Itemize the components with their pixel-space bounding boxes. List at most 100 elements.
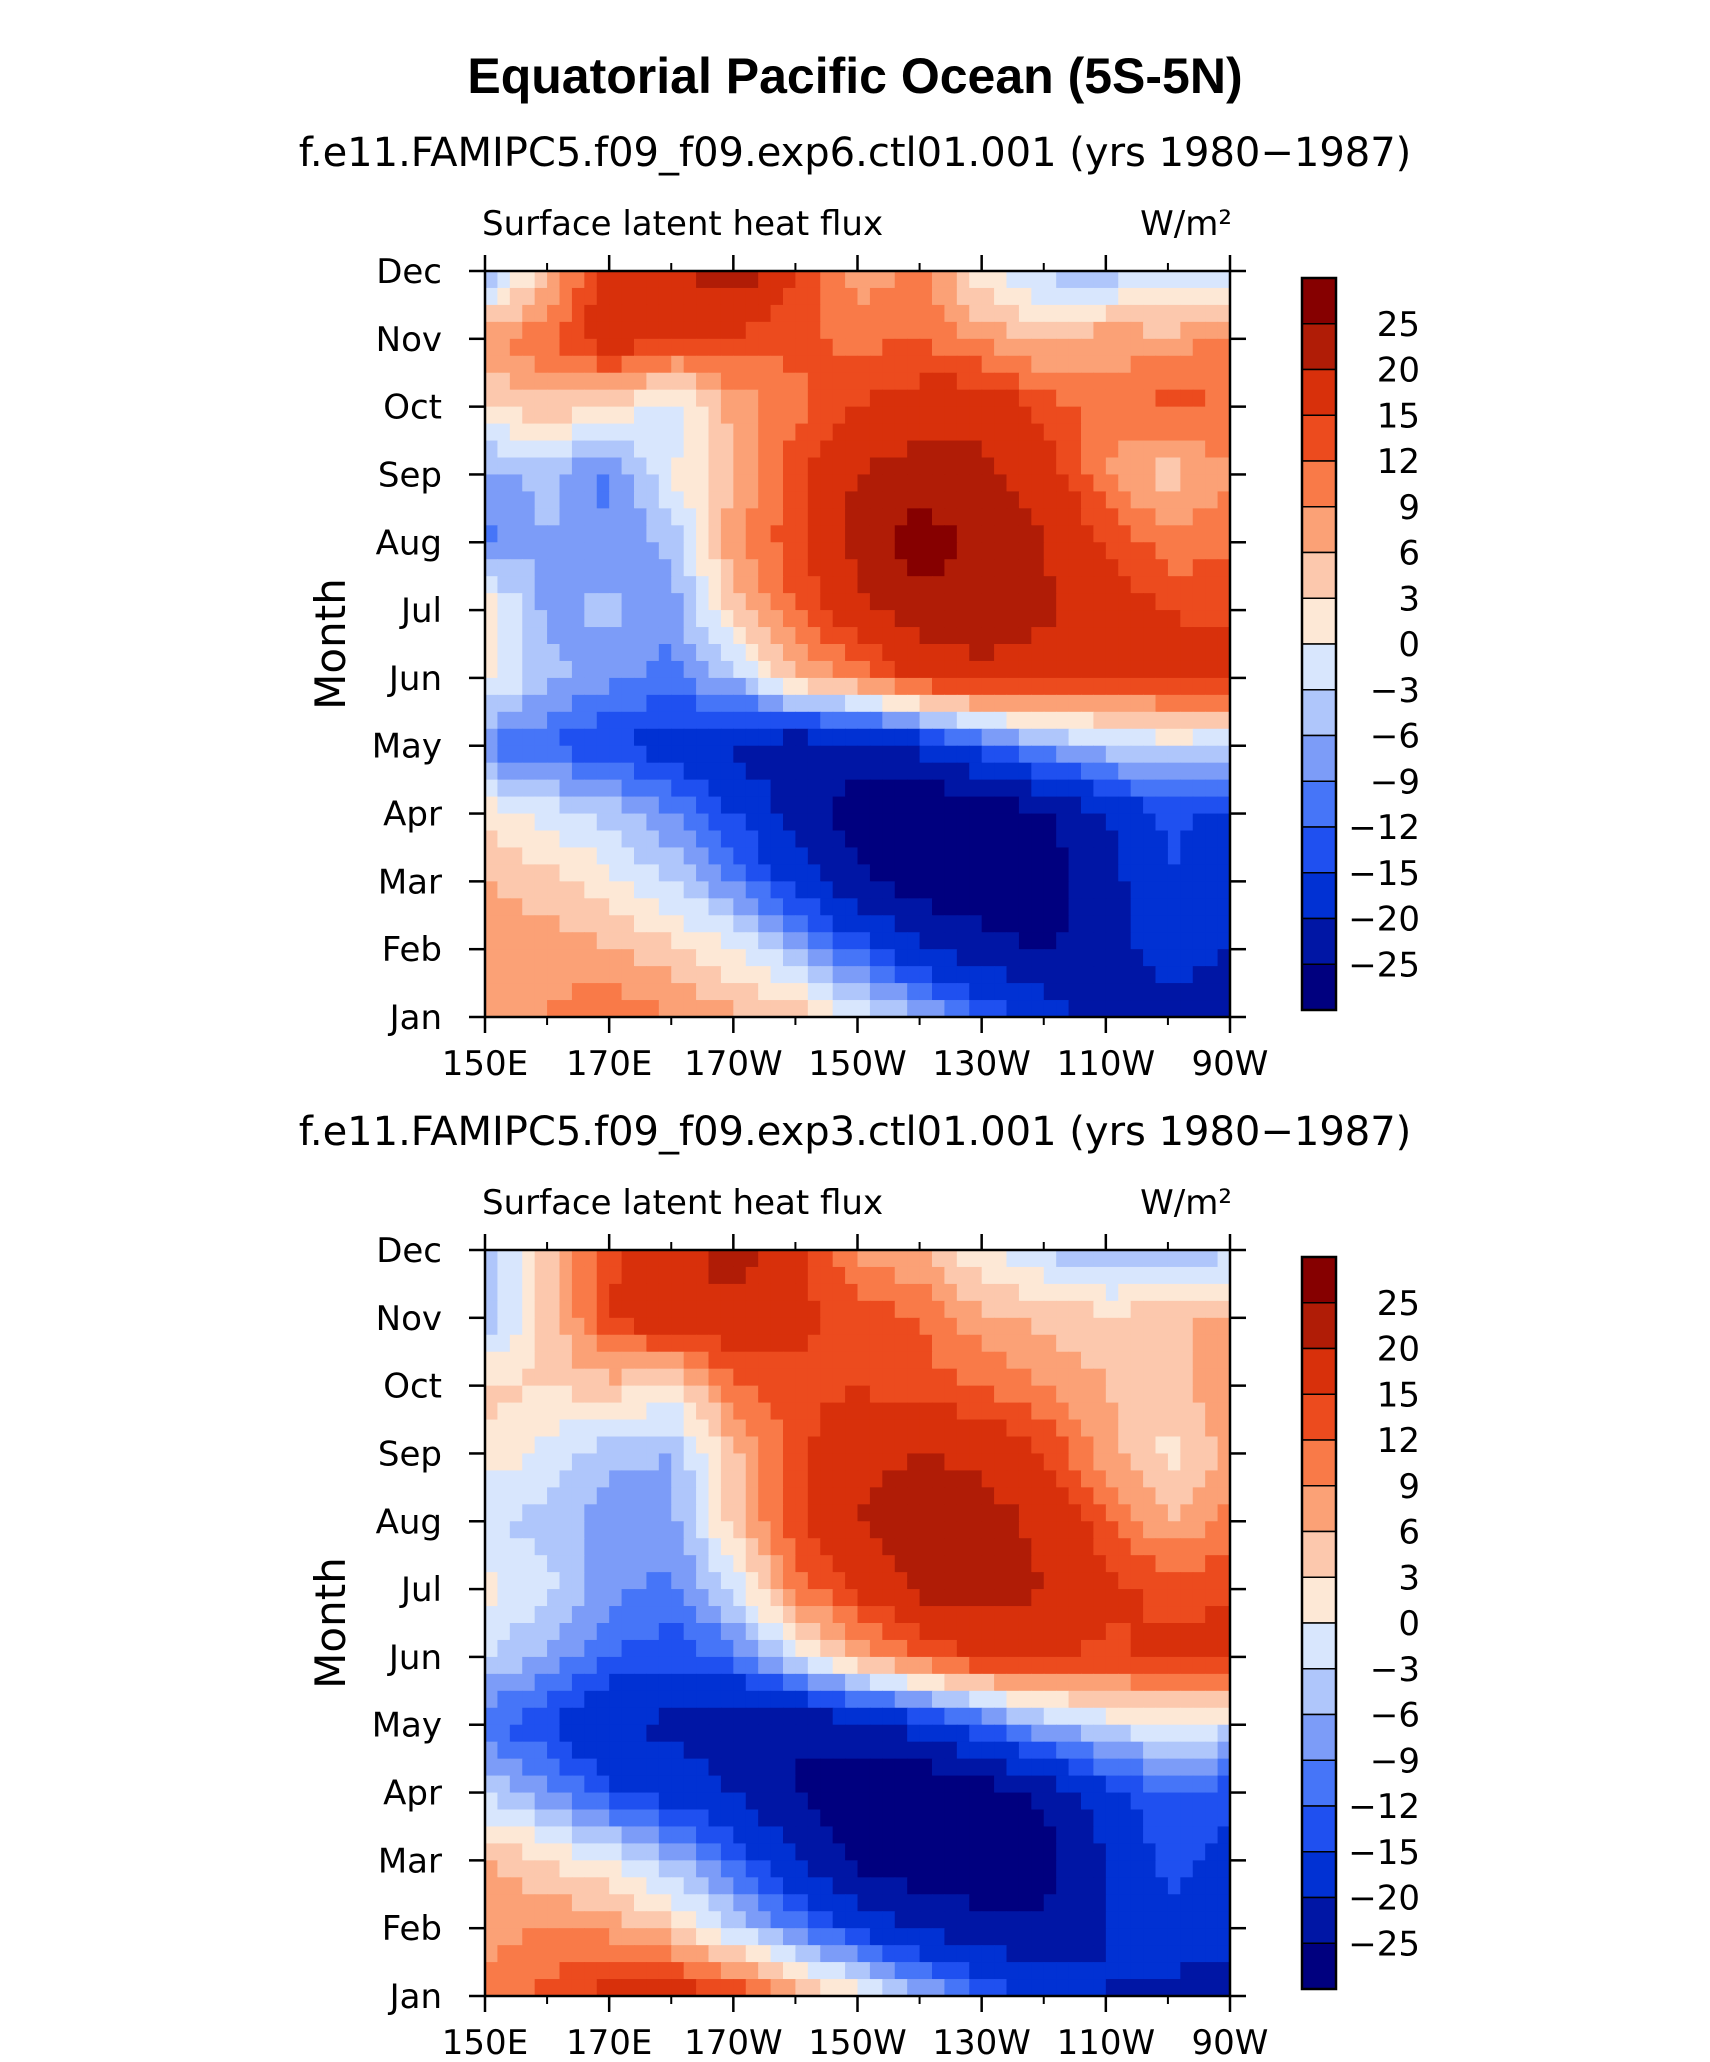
heatmap-cell — [745, 881, 759, 899]
heatmap-cell — [708, 1656, 722, 1675]
heatmap-cell — [894, 1504, 908, 1522]
heatmap-cell — [1155, 677, 1169, 696]
heatmap-cell — [932, 576, 946, 594]
heatmap-cell — [485, 372, 499, 391]
heatmap-cell — [696, 779, 710, 798]
heatmap-cell — [547, 830, 561, 849]
heatmap-cell — [584, 559, 598, 577]
heatmap-cell — [1018, 1402, 1032, 1421]
heatmap-cell — [522, 1504, 536, 1522]
heatmap-cell — [1167, 711, 1181, 730]
heatmap-cell — [758, 694, 772, 713]
heatmap-cell — [1043, 915, 1057, 933]
heatmap-cell — [671, 1792, 685, 1811]
heatmap-cell — [869, 1283, 883, 1302]
heatmap-cell — [509, 321, 523, 340]
colorbar-swatch — [1301, 368, 1337, 416]
heatmap-cell — [720, 1283, 734, 1302]
heatmap-cell — [1118, 355, 1132, 374]
heatmap-cell — [485, 1792, 499, 1811]
heatmap-cell — [671, 593, 685, 611]
heatmap-cell — [857, 355, 871, 374]
heatmap-cell — [994, 660, 1008, 679]
heatmap-cell — [1031, 813, 1045, 832]
heatmap-cell — [1081, 1724, 1095, 1743]
heatmap-cell — [1105, 864, 1119, 882]
heatmap-cell — [559, 1351, 573, 1370]
heatmap-cell — [1081, 457, 1095, 476]
heatmap-cell — [658, 1707, 672, 1726]
heatmap-cell — [522, 1419, 536, 1438]
heatmap-cell — [894, 1538, 908, 1556]
heatmap-cell — [1192, 677, 1206, 696]
heatmap-cell — [932, 1250, 946, 1268]
heatmap-cell — [1105, 1809, 1119, 1828]
heatmap-cell — [845, 1843, 859, 1861]
heatmap-cell — [944, 1724, 958, 1743]
heatmap-cell — [919, 1707, 933, 1726]
heatmap-cell — [894, 1572, 908, 1590]
heatmap-cell — [1192, 287, 1206, 306]
heatmap-cell — [1081, 1656, 1095, 1675]
heatmap-cell — [1130, 1250, 1144, 1268]
heatmap-cell — [944, 1000, 958, 1018]
heatmap-cell — [1118, 1470, 1132, 1488]
heatmap-cell — [994, 440, 1008, 459]
heatmap-cell — [845, 1656, 859, 1675]
heatmap-cell — [1143, 745, 1157, 764]
heatmap-cell — [485, 1606, 499, 1624]
heatmap-cell — [1068, 1000, 1082, 1018]
heatmap-cell — [1006, 1419, 1020, 1438]
heatmap-cell — [919, 1419, 933, 1438]
heatmap-cell — [1167, 1300, 1181, 1319]
heatmap-cell — [522, 321, 536, 340]
heatmap-cell — [1205, 983, 1219, 1001]
heatmap-cell — [969, 1843, 983, 1861]
heatmap-cell — [832, 898, 846, 916]
heatmap-cell — [1043, 1000, 1057, 1018]
heatmap-cell — [621, 1300, 635, 1319]
heatmap-cell — [1105, 1724, 1119, 1743]
heatmap-cell — [1043, 1538, 1057, 1556]
heatmap-cell — [485, 779, 499, 798]
heatmap-cell — [609, 1487, 623, 1505]
heatmap-cell — [919, 508, 933, 526]
heatmap-cell — [658, 1487, 672, 1505]
heatmap-cell — [832, 915, 846, 933]
heatmap-cell — [658, 1809, 672, 1828]
heatmap-cell — [770, 728, 784, 747]
heatmap-cell — [807, 745, 821, 764]
heatmap-cell — [584, 1623, 598, 1641]
heatmap-cell — [944, 1792, 958, 1811]
heatmap-cell — [894, 1000, 908, 1018]
heatmap-cell — [894, 1266, 908, 1285]
heatmap-cell — [1093, 627, 1107, 645]
heatmap-cell — [1081, 1487, 1095, 1505]
heatmap-cell — [584, 813, 598, 832]
heatmap-cell — [932, 796, 946, 815]
heatmap-cell — [559, 1385, 573, 1404]
heatmap-cell — [1155, 1724, 1169, 1743]
heatmap-cell — [1192, 1250, 1206, 1268]
heatmap-cell — [807, 1555, 821, 1573]
heatmap-cell — [1031, 1538, 1045, 1556]
heatmap-cell — [671, 1572, 685, 1590]
heatmap-cell — [571, 762, 585, 781]
heatmap-cell — [795, 1334, 809, 1353]
heatmap-cell — [696, 1690, 710, 1709]
heatmap-cell — [758, 1470, 772, 1488]
heatmap-cell — [1068, 864, 1082, 882]
heatmap-cell — [559, 542, 573, 560]
heatmap-cell — [1018, 1000, 1032, 1018]
heatmap-cell — [1105, 1826, 1119, 1844]
heatmap-cell — [882, 1690, 896, 1709]
heatmap-cell — [745, 491, 759, 509]
heatmap-cell — [820, 677, 834, 696]
heatmap-cell — [857, 677, 871, 696]
heatmap-cell — [869, 898, 883, 916]
heatmap-cell — [522, 627, 536, 645]
heatmap-cell — [1105, 1334, 1119, 1353]
heatmap-cell — [919, 830, 933, 849]
heatmap-cell — [621, 1385, 635, 1404]
heatmap-cell — [621, 508, 635, 526]
